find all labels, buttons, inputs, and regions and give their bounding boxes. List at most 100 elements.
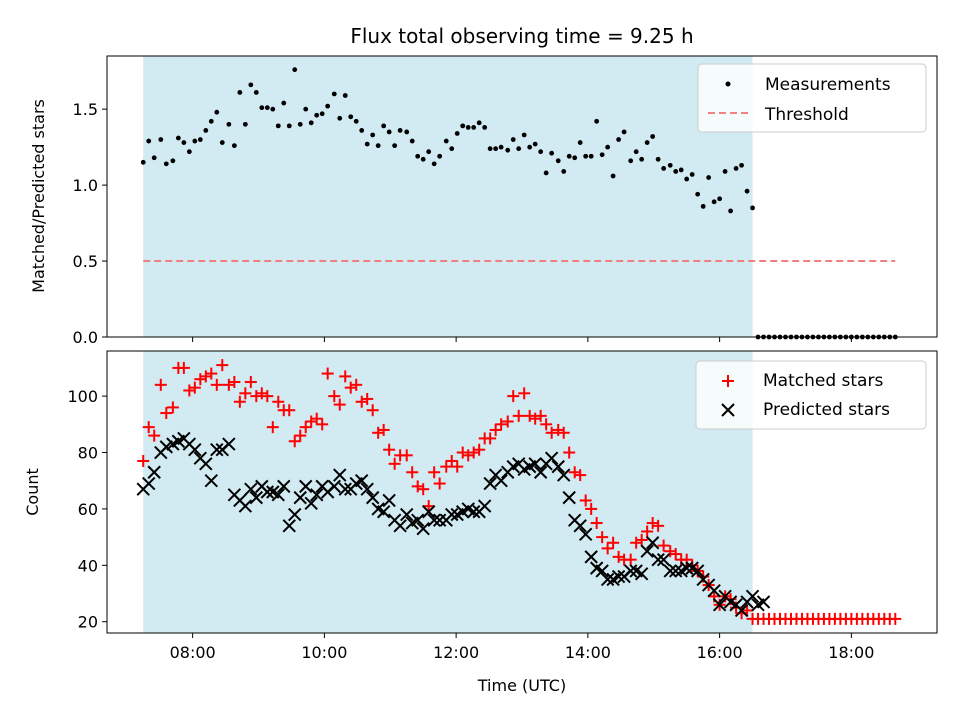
matched-stars-point (321, 367, 334, 380)
measurement-points (140, 67, 898, 340)
measurement-point (325, 103, 331, 109)
measurement-point (348, 114, 354, 120)
measurement-point (359, 128, 365, 133)
matched-stars-point (652, 519, 665, 532)
measurement-point (370, 132, 376, 138)
predicted-stars-point (573, 519, 587, 533)
predicted-stars-point (282, 519, 296, 533)
matched-stars-point (239, 387, 252, 400)
predicted-stars-point (333, 468, 347, 482)
matched-stars-point (624, 553, 637, 566)
y-tick-label: 1.0 (73, 176, 98, 195)
predicted-stars-point (712, 598, 727, 612)
x-tick-label: 16:00 (697, 643, 743, 662)
count-panel: 20 40 60 80 100 08:00 10:00 12:00 14:00 16:00 18:… (23, 350, 938, 695)
count-y-axis-label: Count (23, 468, 42, 516)
matched-stars-point (350, 378, 363, 391)
legend-label-measurements: Measurements (765, 75, 891, 95)
measurement-point (700, 203, 706, 209)
measurement-point (706, 175, 712, 180)
measurement-point (594, 118, 600, 124)
matched-stars-point (194, 373, 207, 386)
matched-stars-point (205, 367, 218, 380)
predicted-stars-point (679, 561, 694, 575)
measurement-point (532, 141, 538, 147)
measurement-point (482, 124, 488, 130)
matched-stars-point (467, 446, 480, 459)
measurement-point (639, 156, 645, 162)
matched-stars-point (305, 415, 318, 428)
measurement-point (460, 123, 466, 129)
matched-stars-point (154, 378, 167, 391)
count-y-axis: 20 40 60 80 100 (67, 387, 107, 632)
measurement-point (319, 111, 325, 117)
matched-stars-point (540, 418, 553, 431)
measurement-point (208, 118, 214, 124)
measurement-point (644, 140, 650, 145)
y-tick-label: 60 (78, 500, 98, 519)
matched-stars-point (657, 539, 670, 552)
measurement-point (555, 158, 561, 164)
measurement-point (242, 121, 248, 127)
measurement-point (392, 143, 398, 149)
matched-stars-point (484, 432, 497, 445)
measurement-point (270, 106, 276, 112)
matched-stars-point (372, 426, 385, 439)
predicted-stars-point (360, 482, 374, 496)
measurement-point (375, 143, 381, 149)
predicted-stars-point (293, 490, 307, 505)
matched-stars-point (641, 525, 654, 538)
legend-marker-measurements (725, 81, 731, 87)
predicted-stars-point (533, 465, 548, 479)
predicted-stars-point (623, 564, 638, 578)
measurement-point (599, 152, 605, 158)
matched-stars-point (585, 502, 598, 515)
count-legend: Matched stars Predicted stars (695, 360, 927, 430)
y-tick-label: 100 (67, 387, 98, 406)
predicted-stars-point (188, 442, 202, 457)
y-tick-label: 1.5 (73, 100, 98, 119)
measurement-point (471, 124, 477, 130)
measurement-point (733, 166, 739, 171)
predicted-stars-point (640, 544, 654, 558)
predicted-stars-point (734, 603, 749, 618)
matched-stars-point (646, 517, 659, 530)
measurement-point (684, 176, 690, 182)
matched-stars-point (417, 483, 430, 496)
measurement-point (248, 82, 254, 88)
predicted-stars-point (578, 527, 593, 542)
predicted-stars-point (690, 564, 705, 578)
predicted-stars-point (142, 476, 156, 491)
matched-stars-point (534, 409, 547, 422)
measurement-point (415, 153, 421, 159)
count-legend-box (695, 360, 927, 430)
measurement-point (549, 150, 555, 156)
measurement-point (673, 169, 679, 174)
matched-stars-point (288, 435, 301, 448)
measurement-point (655, 156, 661, 162)
matched-stars-point (250, 390, 263, 403)
measurement-point (722, 169, 728, 174)
predicted-stars-point (355, 474, 369, 488)
matched-stars-point (137, 454, 150, 467)
matched-stars-point (344, 381, 357, 394)
measurement-point (498, 144, 504, 150)
predicted-stars-point (210, 442, 224, 457)
measurement-point (678, 167, 684, 173)
predicted-stars-point (611, 569, 626, 584)
matched-stars-point (612, 550, 625, 563)
predicted-stars-point (445, 507, 459, 522)
predicted-stars-point (466, 505, 481, 519)
predicted-stars-point (238, 499, 253, 513)
predicted-stars-point (382, 493, 396, 508)
measurement-point (381, 123, 387, 129)
measurement-point (259, 105, 265, 111)
matched-stars-point (601, 542, 614, 555)
legend-label-predicted: Predicted stars (763, 400, 890, 420)
predicted-stars-point (668, 564, 683, 578)
measurement-point (577, 140, 583, 145)
matched-stars-point (228, 376, 241, 389)
predicted-stars-points (136, 431, 771, 618)
measurement-point (493, 146, 499, 152)
y-tick-label: 40 (78, 556, 98, 575)
